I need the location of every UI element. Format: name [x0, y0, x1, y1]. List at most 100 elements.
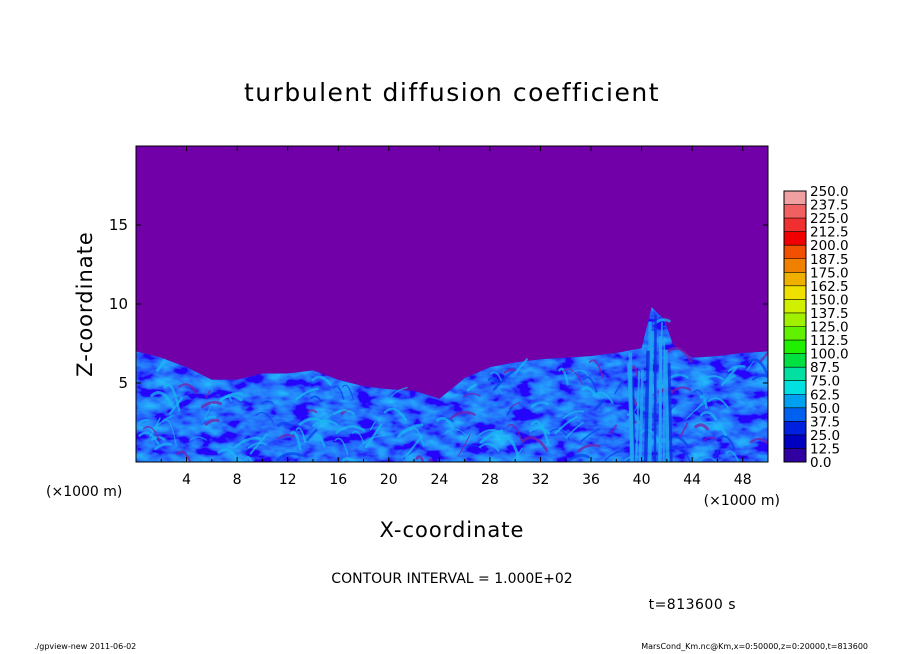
- colorbar-swatch: [784, 367, 806, 382]
- turbulence-streak: [726, 374, 736, 382]
- colorbar-label: 0.0: [810, 455, 831, 471]
- plume-streak: [664, 349, 670, 462]
- colorbar-swatch: [784, 204, 806, 219]
- turbulence-streak: [415, 455, 425, 462]
- colorbar-swatch: [784, 448, 806, 463]
- turbulence-streak: [163, 383, 181, 412]
- turbulence-streak: [428, 458, 434, 462]
- colorbar-label: 175.0: [810, 265, 849, 281]
- colorbar-swatch: [784, 326, 806, 341]
- colorbar-label: 162.5: [810, 279, 849, 295]
- x-tick-label: 32: [532, 472, 550, 488]
- turbulence-streak: [255, 412, 274, 424]
- contour-interval: CONTOUR INTERVAL = 1.000E+02: [331, 571, 572, 587]
- turbulent-layer-texture: [136, 307, 768, 462]
- x-unit-right: (×1000 m): [704, 493, 780, 509]
- turbulence-streak: [390, 387, 408, 397]
- colorbar-label: 75.0: [810, 374, 840, 390]
- turbulence-streak: [568, 453, 590, 462]
- turbulence-streak: [220, 392, 244, 402]
- colorbar-swatch: [784, 272, 806, 287]
- turbulence-streak: [582, 376, 598, 394]
- colorbar-label: 100.0: [810, 347, 849, 363]
- turbulence-streak: [295, 387, 319, 401]
- colorbar-swatch: [784, 191, 806, 205]
- colorbar-label: 37.5: [810, 414, 840, 430]
- colorbar-label: 50.0: [810, 401, 840, 417]
- turbulence-streak: [436, 416, 455, 429]
- turbulence-streak: [351, 430, 365, 445]
- plume-streak: [628, 352, 634, 462]
- turbulence-streak: [695, 396, 708, 411]
- turbulence-streak: [397, 423, 424, 438]
- colorbar-swatch: [784, 258, 806, 273]
- colorbar-label: 62.5: [810, 387, 840, 403]
- turbulence-streak: [316, 434, 324, 441]
- turbulence-streak: [369, 421, 376, 430]
- colorbar-swatch: [784, 353, 806, 368]
- turbulence-streak: [204, 418, 220, 426]
- plume-streak: [649, 330, 654, 462]
- turbulence-streak: [716, 426, 727, 436]
- turbulence-streak: [478, 429, 504, 436]
- footer-left: ./gpview-new 2011-06-02: [34, 642, 137, 651]
- turbulence-streak: [531, 401, 549, 408]
- colorbar-label: 187.5: [810, 252, 849, 268]
- turbulence-streak: [699, 411, 718, 421]
- turbulence-streak: [205, 390, 211, 399]
- footer-right: MarsCond_Km.nc@Km,x=0:50000,z=0:20000,t=…: [641, 642, 868, 651]
- turbulence-streak: [579, 428, 600, 443]
- plume-streak: [658, 322, 663, 462]
- turbulence-streak: [402, 445, 424, 460]
- turbulence-streak: [156, 358, 166, 372]
- colorbar-label: 87.5: [810, 360, 840, 376]
- plume-streak: [638, 369, 644, 462]
- turbulence-streak: [561, 368, 583, 385]
- turbulence-streak: [276, 452, 303, 462]
- turbulence-streak: [513, 448, 523, 461]
- x-tick-label: 36: [582, 472, 600, 488]
- turbulence-streak: [694, 423, 709, 431]
- turbulence-streak: [150, 391, 175, 409]
- colorbar-swatch: [784, 285, 806, 300]
- x-unit-left: (×1000 m): [46, 484, 122, 500]
- turbulence-streak: [298, 417, 329, 427]
- turbulence-streak: [521, 436, 549, 452]
- turbulence-streak: [592, 391, 614, 404]
- turbulence-streak: [503, 368, 517, 374]
- turbulence-streak: [176, 450, 192, 462]
- colorbar-swatch: [784, 218, 806, 233]
- turbulence-streak: [261, 400, 274, 405]
- x-axis-label: X-coordinate: [380, 518, 525, 542]
- turbulence-streak: [479, 429, 504, 444]
- x-axis-ticks: 4 8 12 16 20 24 28 32 36 40 44 48: [160, 146, 752, 488]
- turbulence-streak: [565, 421, 584, 439]
- colorbar-label: 225.0: [810, 211, 849, 227]
- turbulence-streak: [444, 428, 466, 436]
- turbulence-streak: [307, 409, 318, 414]
- colorbar-swatch: [784, 434, 806, 449]
- turbulence-streak: [727, 364, 746, 373]
- turbulence-streak: [309, 395, 323, 403]
- colorbar-label: 200.0: [810, 238, 849, 254]
- turbulence-streak: [364, 423, 383, 449]
- colorbar-label: 137.5: [810, 306, 849, 322]
- turbulence-streak: [501, 436, 520, 459]
- turbulence-streak: [311, 375, 332, 386]
- turbulence-streak: [178, 383, 198, 394]
- turbulence-streak: [530, 420, 550, 445]
- colorbar-swatch: [784, 394, 806, 409]
- turbulence-streak: [143, 426, 160, 441]
- turbulence-streak: [490, 379, 507, 384]
- turbulence-streak: [698, 456, 717, 462]
- turbulence-streak: [604, 449, 627, 461]
- colorbar-label: 212.5: [810, 225, 849, 241]
- colorbar-swatch: [784, 407, 806, 422]
- turbulence-streak: [332, 385, 345, 400]
- turbulence-streak: [506, 423, 523, 442]
- colorbar-swatch: [784, 231, 806, 246]
- plume-streak: [635, 370, 641, 462]
- turbulence-streak: [462, 392, 481, 398]
